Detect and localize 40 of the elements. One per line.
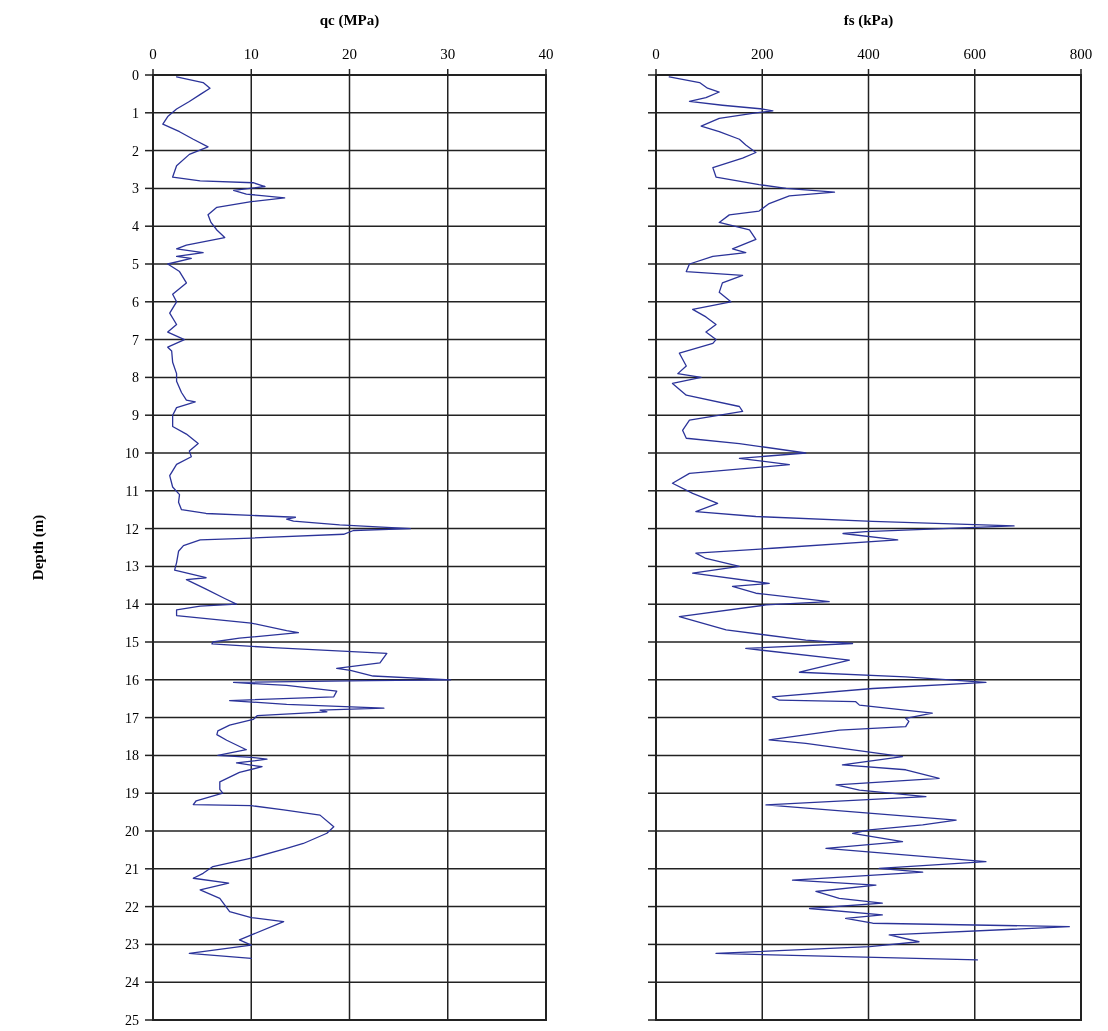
y-tick-label: 5 — [132, 256, 139, 272]
y-tick-label: 6 — [132, 294, 139, 310]
y-tick-label: 3 — [132, 181, 139, 197]
y-tick-label: 4 — [132, 219, 139, 235]
y-tick-label: 14 — [125, 597, 139, 613]
y-tick-label: 15 — [125, 634, 139, 650]
x-axis-title: qc (MPa) — [319, 12, 380, 29]
x-tick-label: 20 — [342, 46, 357, 62]
y-tick-label: 7 — [132, 332, 139, 348]
y-tick-label: 10 — [125, 445, 139, 461]
line-series — [162, 76, 452, 960]
y-tick-label: 23 — [125, 937, 139, 953]
y-tick-label: 18 — [125, 748, 139, 764]
x-tick-label: 800 — [1069, 46, 1093, 62]
y-tick-label: 12 — [125, 521, 139, 537]
x-tick-label: 200 — [751, 46, 774, 62]
y-tick-label: 24 — [125, 975, 139, 991]
x-tick-label: 30 — [440, 46, 456, 62]
y-tick-label: 11 — [125, 483, 139, 499]
y-axis-title: Depth (m) — [30, 514, 47, 581]
y-tick-label: 0 — [132, 67, 139, 83]
x-tick-label: 40 — [538, 46, 554, 62]
y-tick-label: 13 — [125, 559, 139, 575]
y-tick-label: 17 — [125, 710, 139, 726]
x-tick-label: 400 — [857, 46, 880, 62]
y-tick-label: 9 — [132, 408, 139, 424]
y-tick-label: 19 — [125, 786, 139, 802]
y-tick-label: 8 — [132, 370, 139, 386]
x-tick-label: 0 — [652, 46, 660, 62]
x-tick-label: 0 — [149, 46, 157, 62]
x-axis-title: fs (kPa) — [843, 12, 894, 29]
y-tick-label: 22 — [125, 899, 139, 915]
x-tick-label: 600 — [963, 46, 986, 62]
y-tick-label: 16 — [125, 672, 139, 688]
x-tick-label: 10 — [243, 46, 259, 62]
y-tick-label: 21 — [125, 861, 139, 877]
y-tick-label: 2 — [132, 143, 139, 159]
y-tick-label: 25 — [125, 1012, 139, 1028]
y-tick-label: 20 — [125, 823, 139, 839]
y-tick-label: 1 — [132, 105, 139, 121]
